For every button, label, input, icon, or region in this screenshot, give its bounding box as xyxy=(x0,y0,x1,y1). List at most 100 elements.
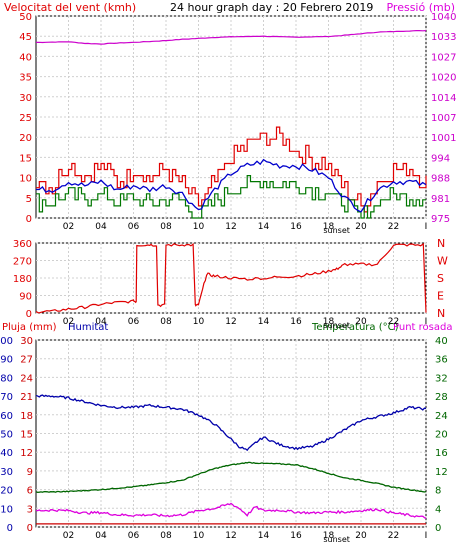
pressure-y-tick: 1020 xyxy=(431,73,456,84)
direction-x-tick: 18 xyxy=(323,317,335,327)
humidity-y-tick: 80 xyxy=(0,373,13,384)
direction-x-tick: 12 xyxy=(225,317,236,327)
humidity-y-tick: 100 xyxy=(0,336,13,347)
chart-title: 24 hour graph day : 20 Febrero 2019 xyxy=(170,1,373,14)
direction-x-tick: 04 xyxy=(95,317,107,327)
humidity-label: Humitat xyxy=(68,322,108,333)
rain-y-tick: 21 xyxy=(20,392,33,403)
pressure-y-tick: 1040 xyxy=(431,12,456,23)
temperature-y-tick: 36 xyxy=(435,355,448,366)
chart-panels: 0510152025303540455097598198899410011007… xyxy=(0,12,456,544)
wind-y-tick: 0 xyxy=(26,214,32,225)
direction-x-tick: 10 xyxy=(193,317,205,327)
direction-panel-frame xyxy=(35,242,427,314)
rain-y-tick: 6 xyxy=(27,486,33,497)
climate-x-tick: 20 xyxy=(355,531,367,541)
temperature-y-tick: 28 xyxy=(435,392,448,403)
climate-x-tick: 14 xyxy=(258,531,270,541)
dew-point-label: Punt rosada xyxy=(393,322,452,333)
wind-x-tick: 10 xyxy=(193,222,205,232)
wind-y-tick: 30 xyxy=(19,93,32,104)
direction-y-tick: 0 xyxy=(26,309,32,320)
climate-sunset-label: sunset xyxy=(323,535,350,544)
pressure-y-tick: 1033 xyxy=(431,32,456,43)
climate-x-tick: 04 xyxy=(95,531,107,541)
rain-y-tick: 15 xyxy=(20,430,33,441)
temperature-series-line xyxy=(35,461,427,493)
temperature-y-tick: 24 xyxy=(435,411,448,422)
wind-y-tick: 5 xyxy=(26,194,32,205)
humidity-y-tick: 20 xyxy=(0,486,13,497)
direction-x-tick: 06 xyxy=(128,317,140,327)
rain-y-tick: 18 xyxy=(20,411,33,422)
climate-x-tick: 08 xyxy=(160,531,172,541)
wind-x-tick: 02 xyxy=(63,222,74,232)
wind-speed-label: Velocitat del vent (kmh) xyxy=(4,1,136,14)
direction-letter: N xyxy=(437,237,445,250)
direction-x-tick: 14 xyxy=(258,317,270,327)
climate-x-tick: 06 xyxy=(128,531,140,541)
wind-gust-series-line xyxy=(36,126,427,213)
wind-x-tick: 04 xyxy=(95,222,107,232)
wind-x-tick: 12 xyxy=(225,222,236,232)
direction-x-tick: 20 xyxy=(355,317,367,327)
rain-y-tick: 12 xyxy=(20,448,33,459)
humidity-y-tick: 10 xyxy=(0,504,13,515)
pressure-y-tick: 994 xyxy=(431,153,450,164)
pressure-y-tick: 1007 xyxy=(431,113,456,124)
wind-y-tick: 10 xyxy=(19,174,32,185)
humidity-series-line xyxy=(35,394,427,452)
direction-x-tick: 16 xyxy=(290,317,302,327)
climate-x-tick: 18 xyxy=(323,531,335,541)
direction-y-tick: 270 xyxy=(13,257,32,268)
rain-y-tick: 9 xyxy=(27,467,33,478)
wind-x-tick: 22 xyxy=(388,222,399,232)
rain-y-tick: 24 xyxy=(20,373,33,384)
wind-y-tick: 15 xyxy=(19,153,32,164)
wind-sunset-label: sunset xyxy=(323,226,350,235)
climate-x-tick: I xyxy=(425,531,428,541)
direction-letter: N xyxy=(437,307,445,320)
humidity-y-tick: 0 xyxy=(7,523,13,534)
direction-letter: S xyxy=(437,272,444,285)
temperature-y-tick: 8 xyxy=(435,486,441,497)
direction-letter: E xyxy=(437,290,444,303)
pressure-y-tick: 981 xyxy=(431,194,450,205)
pressure-y-tick: 1014 xyxy=(431,93,456,104)
wind-x-tick: 06 xyxy=(128,222,140,232)
rain-y-tick: 27 xyxy=(20,355,33,366)
direction-sunset-label: sunset xyxy=(323,321,350,330)
wind-y-tick: 50 xyxy=(19,12,32,23)
direction-x-tick: 22 xyxy=(388,317,399,327)
pressure-y-tick: 1027 xyxy=(431,52,456,63)
wind-x-tick: 18 xyxy=(323,222,335,232)
humidity-y-tick: 70 xyxy=(0,392,13,403)
temperature-label: Temperatura (°C) xyxy=(311,322,399,333)
wind-low-series-line xyxy=(36,175,426,219)
pressure-y-tick: 988 xyxy=(431,174,450,185)
wind-y-tick: 45 xyxy=(19,32,32,43)
direction-letter: W xyxy=(437,255,448,268)
pressure-series-line xyxy=(35,30,427,45)
rain-y-tick: 0 xyxy=(27,523,33,534)
direction-x-tick: I xyxy=(425,317,428,327)
humidity-y-tick: 50 xyxy=(0,430,13,441)
wind-y-tick: 40 xyxy=(19,52,32,63)
wind-x-tick: 08 xyxy=(160,222,172,232)
climate-x-tick: 16 xyxy=(290,531,302,541)
wind-x-tick: 20 xyxy=(355,222,367,232)
humidity-y-tick: 90 xyxy=(0,355,13,366)
humidity-y-tick: 30 xyxy=(0,467,13,478)
pressure-y-tick: 1001 xyxy=(431,133,456,144)
direction-x-tick: 02 xyxy=(63,317,74,327)
dew-point-series-line xyxy=(35,502,427,520)
wind-y-tick: 20 xyxy=(19,133,32,144)
humidity-y-tick: 60 xyxy=(0,411,13,422)
humidity-y-tick: 40 xyxy=(0,448,13,459)
rain-label: Pluja (mm) xyxy=(2,322,57,333)
temperature-y-tick: 20 xyxy=(435,430,448,441)
wind-x-tick: 14 xyxy=(258,222,270,232)
wind-average-series-line xyxy=(36,158,427,213)
